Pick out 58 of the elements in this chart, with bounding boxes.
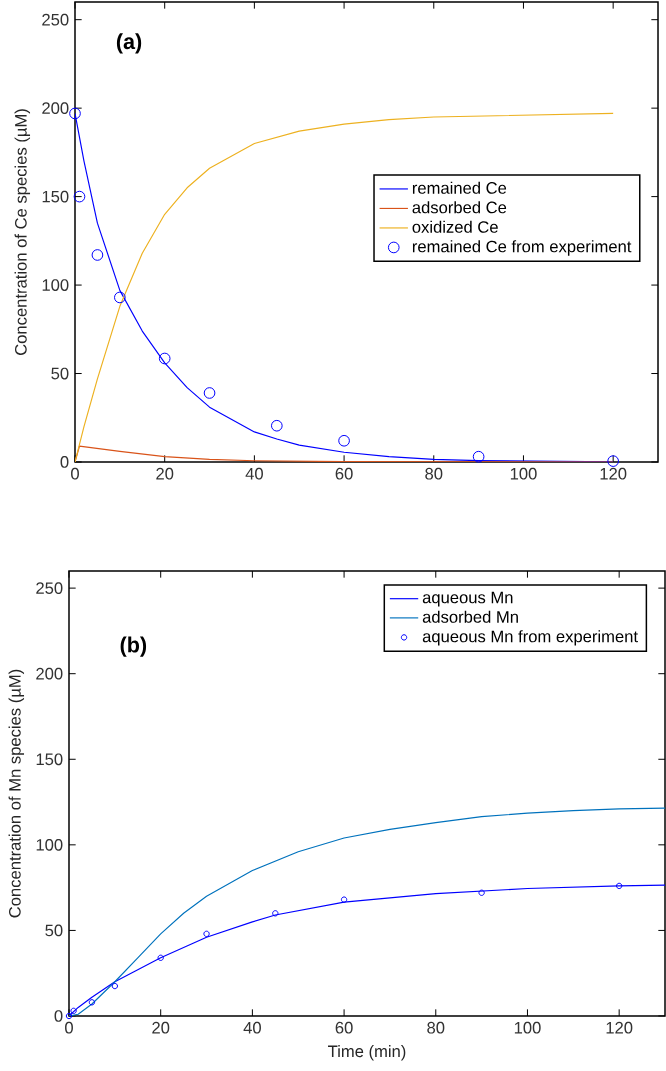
x-tick-label: 60	[335, 1021, 353, 1034]
point	[615, 882, 623, 890]
point	[607, 455, 619, 467]
line-series	[75, 445, 614, 462]
y-tick-label: 50	[51, 367, 69, 380]
point	[340, 896, 348, 903]
y-tick-label: 250	[42, 13, 69, 26]
point	[472, 450, 485, 463]
annotation: (a)	[116, 33, 142, 54]
point	[88, 999, 96, 1006]
y-tick-label: 150	[42, 190, 69, 203]
point	[270, 419, 283, 432]
y-tick-label: 0	[54, 1010, 63, 1022]
point	[157, 954, 164, 961]
point	[272, 910, 279, 917]
x-tick-label: 60	[335, 467, 353, 480]
x-tick-label: 100	[510, 467, 537, 480]
y-tick-label: 200	[42, 102, 69, 115]
y-tick-label: 200	[36, 667, 63, 680]
point	[91, 249, 104, 261]
legend-label: adsorbed Ce	[412, 201, 507, 214]
point	[158, 352, 171, 365]
y-tick-label: 0	[60, 456, 69, 468]
x-tick-label: 20	[152, 1021, 170, 1034]
point	[69, 107, 81, 120]
legend-label: remained Ce from experiment	[412, 240, 632, 256]
y-tick-label: 50	[45, 924, 63, 937]
legend-label: remained Ce	[412, 181, 507, 194]
point	[114, 291, 126, 304]
annotation: (b)	[120, 636, 147, 657]
point	[70, 1007, 77, 1015]
x-tick-label: 40	[243, 1021, 261, 1034]
y-axis-title: Concentration of Ce species (µM)	[14, 109, 31, 355]
y-tick-label: 150	[36, 753, 63, 766]
legend-label: oxidized Ce	[412, 220, 498, 233]
x-tick-label: 120	[600, 467, 627, 480]
line-series	[69, 807, 666, 1016]
legend-label: adsorbed Mn	[422, 610, 518, 623]
x-tick-label: 80	[425, 467, 443, 480]
x-tick-label: 100	[514, 1021, 541, 1034]
x-tick-label: 80	[427, 1021, 445, 1034]
y-axis-title: Concentration of Mn species (µM)	[8, 669, 25, 918]
x-tick-label: 0	[71, 467, 79, 480]
x-axis-title: Time (min)	[328, 1045, 406, 1061]
y-tick-label: 250	[36, 582, 63, 594]
point	[111, 982, 119, 990]
point	[73, 190, 86, 203]
point	[478, 889, 485, 896]
x-tick-label: 20	[156, 467, 174, 480]
x-tick-label: 40	[245, 467, 263, 480]
legend-label: aqueous Mn from experiment	[422, 630, 638, 646]
point	[203, 930, 210, 938]
x-tick-label: 120	[606, 1021, 633, 1034]
legend-label: aqueous Mn	[422, 591, 513, 607]
y-tick-label: 100	[36, 838, 63, 851]
point	[203, 387, 216, 399]
point	[338, 434, 350, 447]
y-tick-label: 100	[42, 279, 69, 291]
